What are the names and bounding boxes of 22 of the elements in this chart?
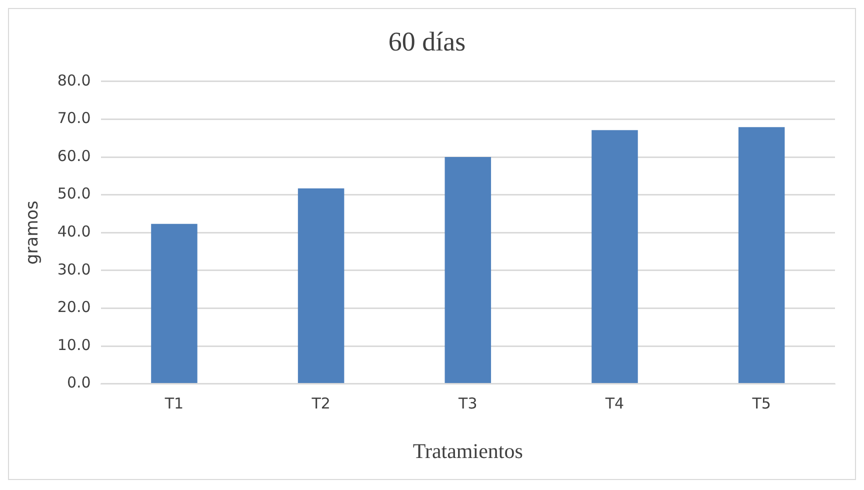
y-tick-label: 40.0 [57, 222, 91, 240]
x-tick-label: T4 [604, 394, 624, 413]
x-tick-label: T1 [164, 394, 184, 413]
bar [151, 224, 198, 384]
x-tick-label: T5 [751, 394, 771, 413]
y-tick-label: 60.0 [57, 146, 91, 165]
y-tick-label: 20.0 [57, 298, 91, 316]
bar [444, 157, 492, 384]
bar [738, 127, 785, 384]
bar [592, 130, 638, 384]
x-tick-label: T2 [310, 394, 330, 413]
x-axis-title: Tratamientos [412, 438, 523, 463]
y-tick-label: 80.0 [57, 71, 91, 90]
y-tick-label: 70.0 [57, 109, 91, 128]
chart-title: 60 días [388, 26, 466, 56]
bar [298, 188, 344, 384]
y-tick-label: 0.0 [66, 374, 91, 392]
y-tick-label: 50.0 [57, 184, 91, 203]
x-tick-label: T3 [458, 394, 478, 413]
y-tick-label: 10.0 [57, 336, 91, 354]
y-axis-title: gramos [22, 200, 43, 265]
y-tick-label: 30.0 [57, 260, 91, 278]
